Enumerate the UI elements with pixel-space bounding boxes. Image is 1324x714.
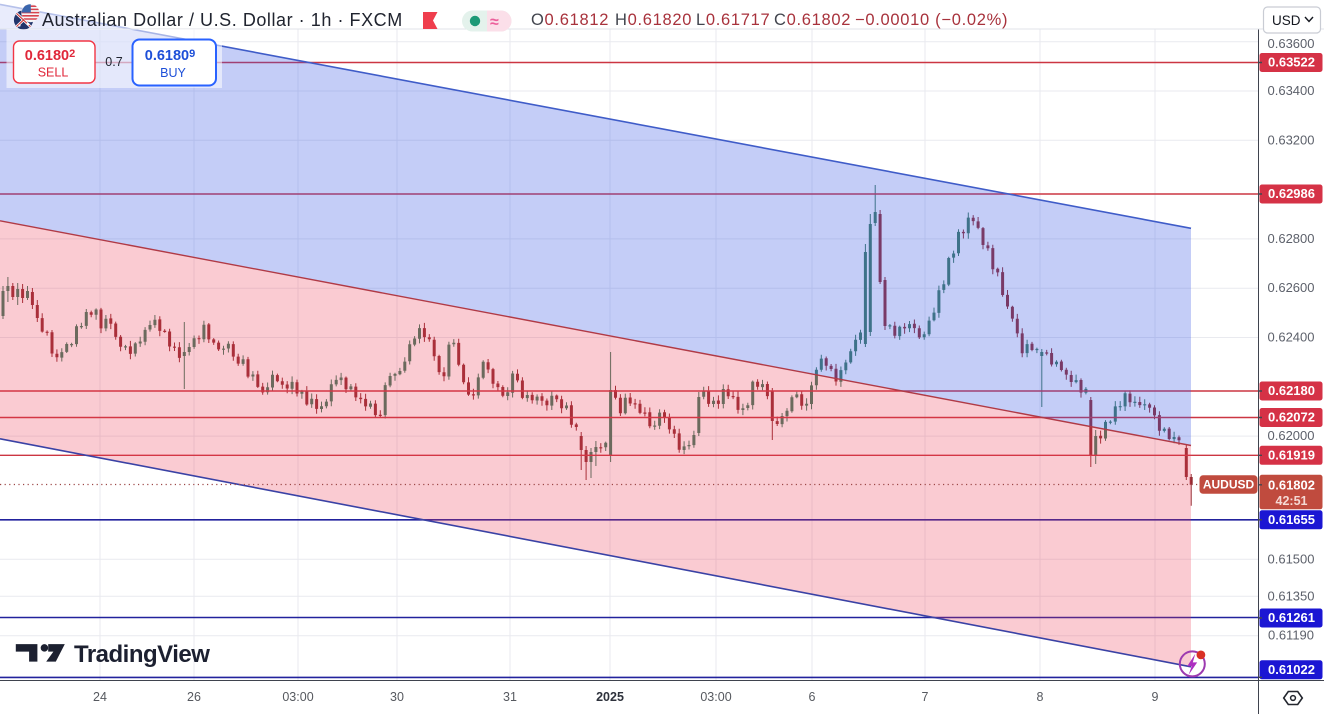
svg-text:24: 24: [93, 690, 107, 704]
svg-text:6: 6: [809, 690, 816, 704]
svg-text:0.7: 0.7: [105, 55, 122, 69]
svg-text:30: 30: [390, 690, 404, 704]
svg-text:0.62180: 0.62180: [1268, 383, 1315, 398]
svg-text:L0.61717: L0.61717: [696, 11, 770, 29]
svg-text:−0.00010 (−0.02%): −0.00010 (−0.02%): [855, 11, 1008, 29]
svg-text:0.62986: 0.62986: [1268, 186, 1315, 201]
svg-text:0.63400: 0.63400: [1268, 83, 1315, 98]
svg-text:03:00: 03:00: [700, 690, 731, 704]
svg-text:C0.61802: C0.61802: [774, 11, 851, 29]
svg-text:0.62072: 0.62072: [1268, 410, 1315, 425]
svg-text:0.61802: 0.61802: [1268, 477, 1315, 492]
svg-text:H0.61820: H0.61820: [615, 11, 692, 29]
svg-text:03:00: 03:00: [282, 690, 313, 704]
svg-text:42:51: 42:51: [1276, 494, 1308, 508]
svg-text:0.61809: 0.61809: [145, 48, 195, 64]
svg-text:0.62000: 0.62000: [1268, 428, 1315, 443]
svg-text:0.61350: 0.61350: [1268, 588, 1315, 603]
svg-text:0.61655: 0.61655: [1268, 512, 1315, 527]
svg-text:7: 7: [922, 690, 929, 704]
svg-text:0.61022: 0.61022: [1268, 662, 1315, 677]
svg-text:0.63200: 0.63200: [1268, 132, 1315, 147]
svg-text:BUY: BUY: [160, 66, 186, 80]
svg-text:26: 26: [187, 690, 201, 704]
svg-text:0.62600: 0.62600: [1268, 280, 1315, 295]
svg-text:0.61919: 0.61919: [1268, 448, 1315, 463]
svg-text:O0.61812: O0.61812: [531, 11, 609, 29]
svg-text:2025: 2025: [596, 690, 624, 704]
svg-text:0.63600: 0.63600: [1268, 36, 1315, 51]
svg-text:≈: ≈: [490, 14, 499, 31]
svg-text:0.62800: 0.62800: [1268, 231, 1315, 246]
svg-text:Australian Dollar / U.S. Dolla: Australian Dollar / U.S. Dollar · 1h · F…: [42, 10, 403, 30]
svg-text:0.61802: 0.61802: [25, 48, 75, 64]
svg-text:SELL: SELL: [38, 66, 69, 80]
svg-text:USD: USD: [1272, 13, 1301, 28]
svg-text:0.61261: 0.61261: [1268, 610, 1315, 625]
svg-text:0.61500: 0.61500: [1268, 551, 1315, 566]
svg-text:0.61190: 0.61190: [1268, 628, 1314, 643]
svg-text:0.62400: 0.62400: [1268, 330, 1315, 345]
svg-text:0.63522: 0.63522: [1268, 55, 1315, 70]
svg-text:AUDUSD: AUDUSD: [1203, 478, 1255, 492]
svg-text:TradingView: TradingView: [74, 641, 210, 668]
svg-text:31: 31: [503, 690, 517, 704]
svg-text:9: 9: [1152, 690, 1159, 704]
svg-text:8: 8: [1037, 690, 1044, 704]
